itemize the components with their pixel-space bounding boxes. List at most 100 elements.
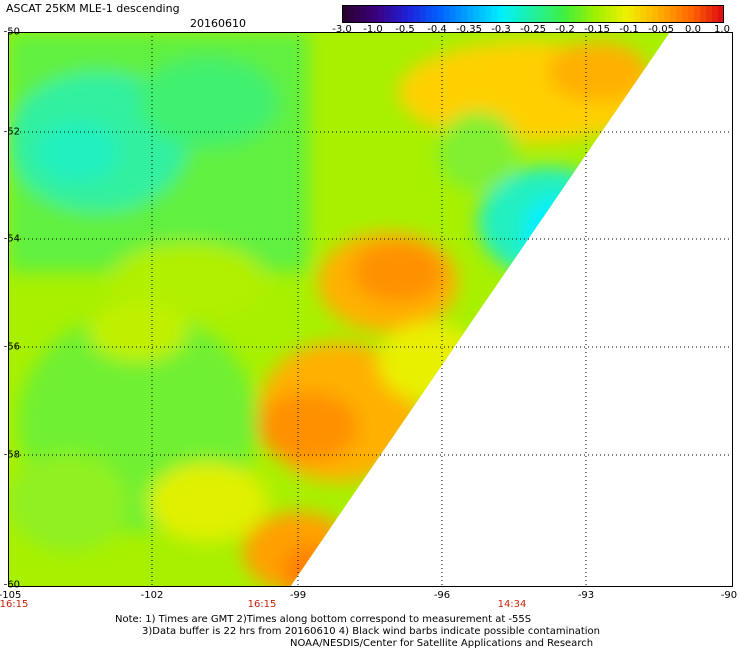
scale-swatch bbox=[425, 5, 433, 23]
scale-swatch bbox=[395, 5, 403, 23]
lon-label: -93 bbox=[577, 590, 595, 601]
scale-swatch bbox=[389, 5, 397, 23]
scale-tick: -0.25 bbox=[520, 24, 546, 35]
scale-swatch bbox=[479, 5, 486, 23]
scale-swatch bbox=[377, 5, 385, 23]
scale-swatch bbox=[682, 5, 689, 23]
scale-swatch bbox=[568, 5, 576, 23]
scale-swatch bbox=[515, 5, 522, 23]
scale-tick: -0.5 bbox=[395, 24, 415, 35]
scale-swatch bbox=[461, 5, 468, 23]
scale-tick: -0.4 bbox=[427, 24, 447, 35]
scale-tick: -0.1 bbox=[619, 24, 639, 35]
map-title: ASCAT 25KM MLE-1 descending bbox=[6, 2, 180, 15]
scale-swatch bbox=[658, 5, 665, 23]
scale-swatch bbox=[491, 5, 498, 23]
scale-swatch bbox=[694, 5, 701, 23]
scale-swatch bbox=[437, 5, 445, 23]
lat-label: -50 bbox=[3, 26, 20, 38]
scale-swatch bbox=[634, 5, 642, 23]
lat-label: -52 bbox=[3, 126, 20, 138]
time-label: 14:34 bbox=[497, 599, 527, 610]
lon-label: -102 bbox=[140, 590, 164, 601]
scale-tick: -0.3 bbox=[491, 24, 511, 35]
scale-swatch bbox=[622, 5, 630, 23]
scale-swatch bbox=[521, 5, 528, 23]
scale-swatch bbox=[598, 5, 606, 23]
grid-lines bbox=[8, 32, 733, 587]
mle-heatmap bbox=[8, 32, 733, 587]
scale-swatch bbox=[688, 5, 695, 23]
scale-swatch bbox=[413, 5, 421, 23]
scale-swatch bbox=[419, 5, 427, 23]
scale-swatch bbox=[359, 5, 367, 23]
scale-swatch bbox=[580, 5, 588, 23]
scale-swatch bbox=[347, 5, 355, 23]
scale-swatch bbox=[485, 5, 492, 23]
scale-swatch bbox=[371, 5, 379, 23]
scale-tick: -0.15 bbox=[584, 24, 610, 35]
scale-tick: -1.0 bbox=[363, 24, 383, 35]
scale-frame bbox=[342, 5, 724, 23]
lon-label: -99 bbox=[289, 590, 307, 601]
lat-label: -56 bbox=[3, 341, 20, 353]
scale-swatch bbox=[712, 5, 719, 23]
scale-swatch bbox=[538, 5, 546, 23]
scale-swatch bbox=[676, 5, 683, 23]
scale-swatch bbox=[706, 5, 713, 23]
map-date: 20160610 bbox=[190, 17, 246, 30]
scale-swatch bbox=[473, 5, 480, 23]
scale-tick: 1.0 bbox=[714, 24, 730, 35]
scale-swatch bbox=[670, 5, 677, 23]
scale-swatch bbox=[383, 5, 391, 23]
scale-swatch bbox=[503, 5, 510, 23]
lon-label: -105 bbox=[0, 590, 22, 601]
time-label: 16:15 bbox=[0, 599, 29, 610]
scale-swatch bbox=[443, 5, 451, 23]
scale-swatch bbox=[628, 5, 636, 23]
time-label: 16:15 bbox=[247, 599, 277, 610]
scale-swatch bbox=[544, 5, 552, 23]
scale-swatch bbox=[449, 5, 457, 23]
scale-swatch bbox=[533, 5, 540, 23]
scale-tick: 0.0 bbox=[685, 24, 701, 35]
scale-swatch bbox=[527, 5, 534, 23]
scale-tick: -0.35 bbox=[456, 24, 482, 35]
scale-swatch bbox=[497, 5, 504, 23]
scale-swatch bbox=[592, 5, 600, 23]
lat-label: -60 bbox=[3, 579, 20, 591]
scale-swatch bbox=[652, 5, 659, 23]
lon-label: -90 bbox=[720, 590, 738, 601]
lon-label: -96 bbox=[433, 590, 451, 601]
scale-swatch bbox=[586, 5, 594, 23]
scale-swatch bbox=[574, 5, 582, 23]
lat-label: -58 bbox=[3, 449, 20, 461]
scale-swatch bbox=[509, 5, 516, 23]
scale-swatch bbox=[401, 5, 409, 23]
scale-swatch bbox=[556, 5, 564, 23]
color-scale-bar bbox=[342, 5, 724, 23]
scale-tick: -0.2 bbox=[555, 24, 575, 35]
footnote-line-1: Note: 1) Times are GMT 2)Times along bot… bbox=[115, 614, 532, 625]
scale-swatch bbox=[550, 5, 558, 23]
scale-swatch bbox=[604, 5, 612, 23]
scale-swatch bbox=[616, 5, 624, 23]
scale-swatch bbox=[646, 5, 653, 23]
scale-swatch bbox=[455, 5, 462, 23]
scale-swatch bbox=[562, 5, 570, 23]
lat-label: -54 bbox=[3, 233, 20, 245]
scale-swatch bbox=[431, 5, 439, 23]
scale-swatch bbox=[407, 5, 415, 23]
scale-swatch bbox=[718, 5, 724, 23]
scale-swatch bbox=[342, 5, 349, 23]
scale-swatch bbox=[700, 5, 707, 23]
scale-swatch bbox=[640, 5, 648, 23]
scale-swatch bbox=[353, 5, 361, 23]
scale-tick: -3.0 bbox=[332, 24, 352, 35]
footnote-credit: NOAA/NESDIS/Center for Satellite Applica… bbox=[290, 638, 594, 649]
scale-swatch bbox=[664, 5, 671, 23]
map-frame bbox=[8, 32, 733, 587]
scale-tick: -0.05 bbox=[648, 24, 674, 35]
scale-swatch bbox=[467, 5, 474, 23]
scale-swatch bbox=[365, 5, 373, 23]
